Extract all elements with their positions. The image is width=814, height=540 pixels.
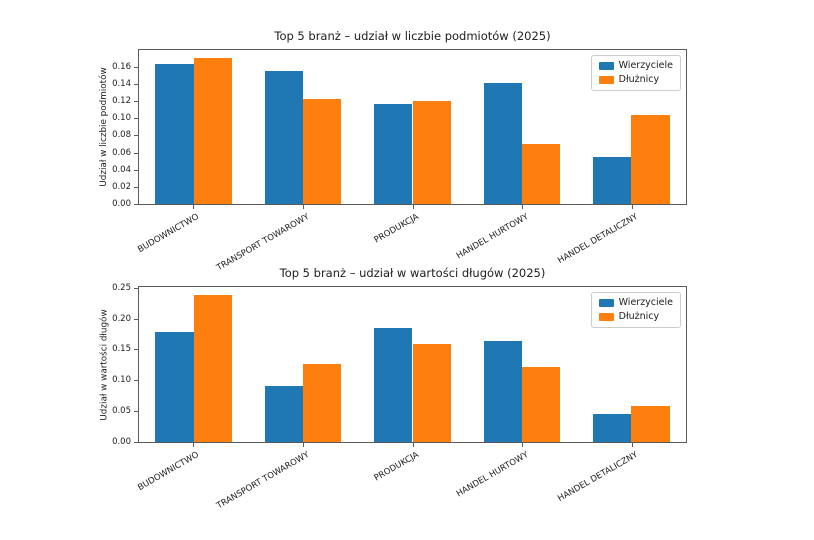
y-tick-mark: [134, 380, 138, 381]
x-tick-mark: [193, 205, 194, 209]
y-tick-mark: [134, 84, 138, 85]
x-tick-label: PRODUKCJA: [372, 450, 421, 484]
bar-dluznicy-0: [193, 58, 232, 204]
bar-dluznicy-1: [303, 364, 342, 442]
y-tick-mark: [134, 442, 138, 443]
y-tick-label: 0.12: [112, 96, 131, 106]
x-tick-mark: [303, 443, 304, 447]
y-axis-label: Udział w wartości długów: [99, 308, 109, 421]
x-tick-label: HANDEL DETALICZNY: [556, 450, 640, 505]
x-tick-mark: [303, 205, 304, 209]
bar-wierzyciele-4: [593, 414, 632, 442]
y-tick-label: 0.10: [112, 375, 131, 385]
bar-wierzyciele-3: [483, 83, 522, 204]
bar-wierzyciele-4: [593, 157, 632, 204]
bar-wierzyciele-2: [374, 104, 413, 204]
legend-swatch-dluznicy: [598, 313, 614, 321]
legend-item-wierzyciele: Wierzyciele: [598, 60, 673, 71]
legend-label: Dłużnicy: [618, 311, 660, 322]
plot-area: [138, 286, 687, 443]
x-tick-label: BUDOWNICTWO: [136, 450, 201, 494]
bar-dluznicy-2: [412, 101, 451, 204]
bar-wierzyciele-3: [483, 341, 522, 442]
legend-swatch-dluznicy: [598, 76, 614, 84]
legend-label: Wierzyciele: [618, 297, 673, 308]
bar-wierzyciele-1: [264, 71, 304, 204]
bar-dluznicy-4: [631, 406, 670, 442]
y-tick-mark: [134, 67, 138, 68]
y-tick-mark: [134, 204, 138, 205]
x-tick-label: TRANSPORT TOWAROWY: [214, 450, 311, 512]
y-tick-mark: [134, 187, 138, 188]
x-tick-mark: [632, 205, 633, 209]
chart-title: Top 5 branż – udział w wartości długów (…: [279, 266, 546, 280]
y-tick-label: 0.05: [112, 406, 131, 416]
x-tick-mark: [413, 443, 414, 447]
y-tick-label: 0.02: [112, 182, 131, 192]
y-tick-mark: [134, 319, 138, 320]
legend-item-dluznicy: Dłużnicy: [598, 74, 673, 85]
y-tick-mark: [134, 170, 138, 171]
y-tick-mark: [134, 411, 138, 412]
y-tick-mark: [134, 118, 138, 119]
y-tick-mark: [134, 101, 138, 102]
y-tick-label: 0.06: [112, 148, 131, 158]
x-tick-mark: [522, 443, 523, 447]
x-tick-mark: [632, 443, 633, 447]
bar-wierzyciele-0: [155, 64, 194, 204]
bar-wierzyciele-1: [264, 386, 304, 442]
y-tick-label: 0.00: [112, 437, 131, 447]
legend-swatch-wierzyciele: [598, 299, 614, 307]
y-tick-label: 0.25: [112, 283, 131, 293]
bar-dluznicy-3: [521, 367, 561, 442]
x-tick-mark: [413, 205, 414, 209]
bar-dluznicy-1: [303, 99, 342, 204]
bar-dluznicy-4: [631, 115, 670, 204]
x-tick-mark: [193, 443, 194, 447]
y-tick-mark: [134, 288, 138, 289]
x-tick-label: HANDEL HURTOWY: [454, 450, 530, 500]
legend-item-wierzyciele: Wierzyciele: [598, 297, 673, 308]
y-tick-label: 0.16: [112, 62, 131, 72]
y-tick-label: 0.08: [112, 130, 131, 140]
y-tick-label: 0.00: [112, 199, 131, 209]
y-tick-label: 0.20: [112, 314, 131, 324]
y-tick-label: 0.15: [112, 344, 131, 354]
legend-swatch-wierzyciele: [598, 62, 614, 70]
plot-area: [138, 49, 687, 205]
bar-dluznicy-3: [521, 144, 561, 204]
legend-item-dluznicy: Dłużnicy: [598, 311, 673, 322]
legend-label: Wierzyciele: [618, 60, 673, 71]
bar-wierzyciele-0: [155, 332, 194, 442]
y-tick-mark: [134, 135, 138, 136]
y-tick-label: 0.10: [112, 113, 131, 123]
chart-title: Top 5 branż – udział w liczbie podmiotów…: [274, 29, 551, 43]
legend-label: Dłużnicy: [618, 74, 660, 85]
legend: Wierzyciele Dłużnicy: [590, 292, 681, 328]
bar-dluznicy-0: [193, 295, 232, 442]
y-tick-mark: [134, 153, 138, 154]
bar-wierzyciele-2: [374, 328, 413, 442]
y-tick-mark: [134, 349, 138, 350]
y-tick-label: 0.14: [112, 79, 131, 89]
bar-dluznicy-2: [412, 344, 451, 442]
y-tick-label: 0.04: [112, 165, 131, 175]
legend: Wierzyciele Dłużnicy: [590, 55, 681, 91]
x-tick-mark: [522, 205, 523, 209]
